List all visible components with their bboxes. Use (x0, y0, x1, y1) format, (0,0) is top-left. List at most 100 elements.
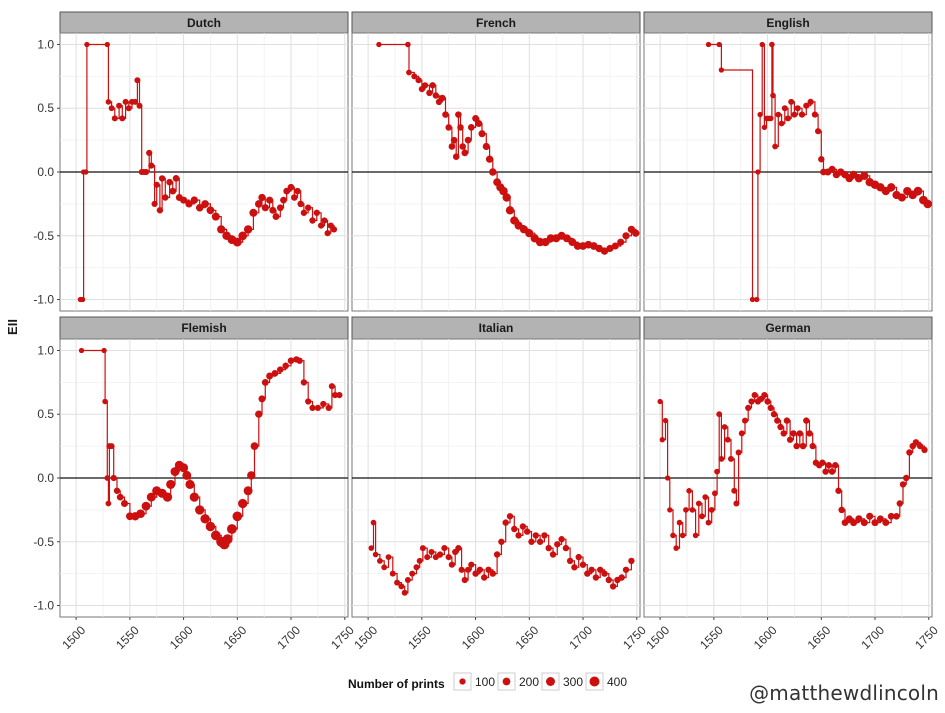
data-point (170, 467, 180, 477)
legend-entry-200: 200 (497, 672, 539, 691)
data-point (828, 165, 836, 173)
data-point (455, 111, 462, 118)
data-point (571, 564, 578, 571)
data-point (132, 98, 139, 105)
data-point (828, 468, 836, 475)
data-point (472, 570, 479, 577)
data-point (903, 474, 910, 482)
data-point (83, 169, 89, 175)
data-point (372, 551, 379, 558)
data-point (169, 187, 177, 195)
data-point (318, 222, 325, 229)
data-point (457, 124, 464, 131)
data-point (120, 499, 129, 508)
x-tick-label: 1750 (328, 623, 357, 652)
data-point (445, 554, 452, 561)
legend-label: 200 (519, 675, 539, 689)
data-point (401, 589, 408, 596)
data-point (156, 207, 164, 214)
x-tick-label: 1650 (805, 623, 834, 652)
legend-entry-100: 100 (453, 672, 495, 691)
data-point (368, 545, 375, 551)
data-point (749, 296, 756, 303)
panel-title: German (765, 321, 810, 335)
data-point (151, 200, 158, 207)
data-point (459, 143, 466, 150)
data-point (712, 490, 718, 497)
data-point (912, 439, 920, 446)
data-point (600, 247, 609, 255)
data-point (482, 142, 490, 151)
data-point (195, 505, 205, 515)
data-point (282, 362, 289, 370)
data-point (536, 538, 544, 545)
data-point (437, 551, 444, 558)
data-point (921, 446, 928, 454)
data-point (913, 186, 923, 196)
data-point (818, 156, 825, 163)
data-point (777, 423, 784, 431)
data-point (439, 94, 446, 102)
data-point (300, 209, 308, 216)
y-tick-label: 0.5 (37, 407, 54, 421)
data-point (622, 232, 630, 240)
data-point (803, 102, 810, 109)
data-point (617, 238, 625, 246)
data-point (419, 545, 426, 552)
data-point (803, 417, 810, 424)
data-point (465, 566, 472, 573)
data-point (254, 200, 263, 208)
data-point (748, 398, 755, 405)
data-point (618, 574, 625, 581)
data-point (314, 404, 321, 411)
data-point (819, 459, 826, 466)
data-point (714, 468, 720, 475)
data-point (489, 570, 496, 577)
panel-title: French (476, 16, 516, 30)
data-point (838, 506, 845, 514)
data-point (742, 417, 748, 424)
data-point (158, 175, 166, 182)
x-tick-label: 1700 (566, 623, 595, 652)
data-point (148, 162, 155, 169)
data-point (573, 242, 582, 250)
data-point (381, 564, 388, 571)
legend-symbol (546, 677, 555, 686)
data-point (162, 194, 169, 201)
data-point (238, 498, 248, 509)
data-point (724, 436, 731, 443)
data-point (923, 199, 933, 209)
data-point (461, 576, 468, 584)
panel-german: German (643, 316, 933, 618)
data-point (398, 583, 405, 590)
data-point (781, 105, 788, 112)
panel-english: English (643, 11, 933, 312)
data-point (426, 89, 433, 97)
data-point (432, 92, 439, 99)
data-point (467, 124, 475, 131)
x-tick-label: 1600 (751, 623, 780, 652)
data-point (172, 175, 180, 182)
legend-title: Number of prints (348, 677, 445, 691)
data-point (287, 357, 295, 364)
panel-title: Italian (479, 321, 514, 335)
y-tick-label: -0.5 (33, 535, 54, 549)
data-point (377, 558, 383, 564)
legend: Number of prints 100 200 300 400 (348, 672, 627, 691)
data-point (568, 238, 577, 247)
data-point (116, 102, 123, 109)
x-tick-label: 1500 (643, 623, 672, 652)
data-point (406, 69, 412, 76)
data-point (476, 566, 484, 573)
data-point (370, 519, 377, 526)
data-point (794, 105, 801, 112)
data-point (411, 73, 418, 80)
data-point (499, 186, 508, 196)
data-point (385, 554, 392, 560)
y-tick-label: 0.5 (37, 101, 54, 115)
data-point (122, 98, 129, 105)
data-point (413, 564, 420, 571)
data-point (472, 114, 480, 122)
